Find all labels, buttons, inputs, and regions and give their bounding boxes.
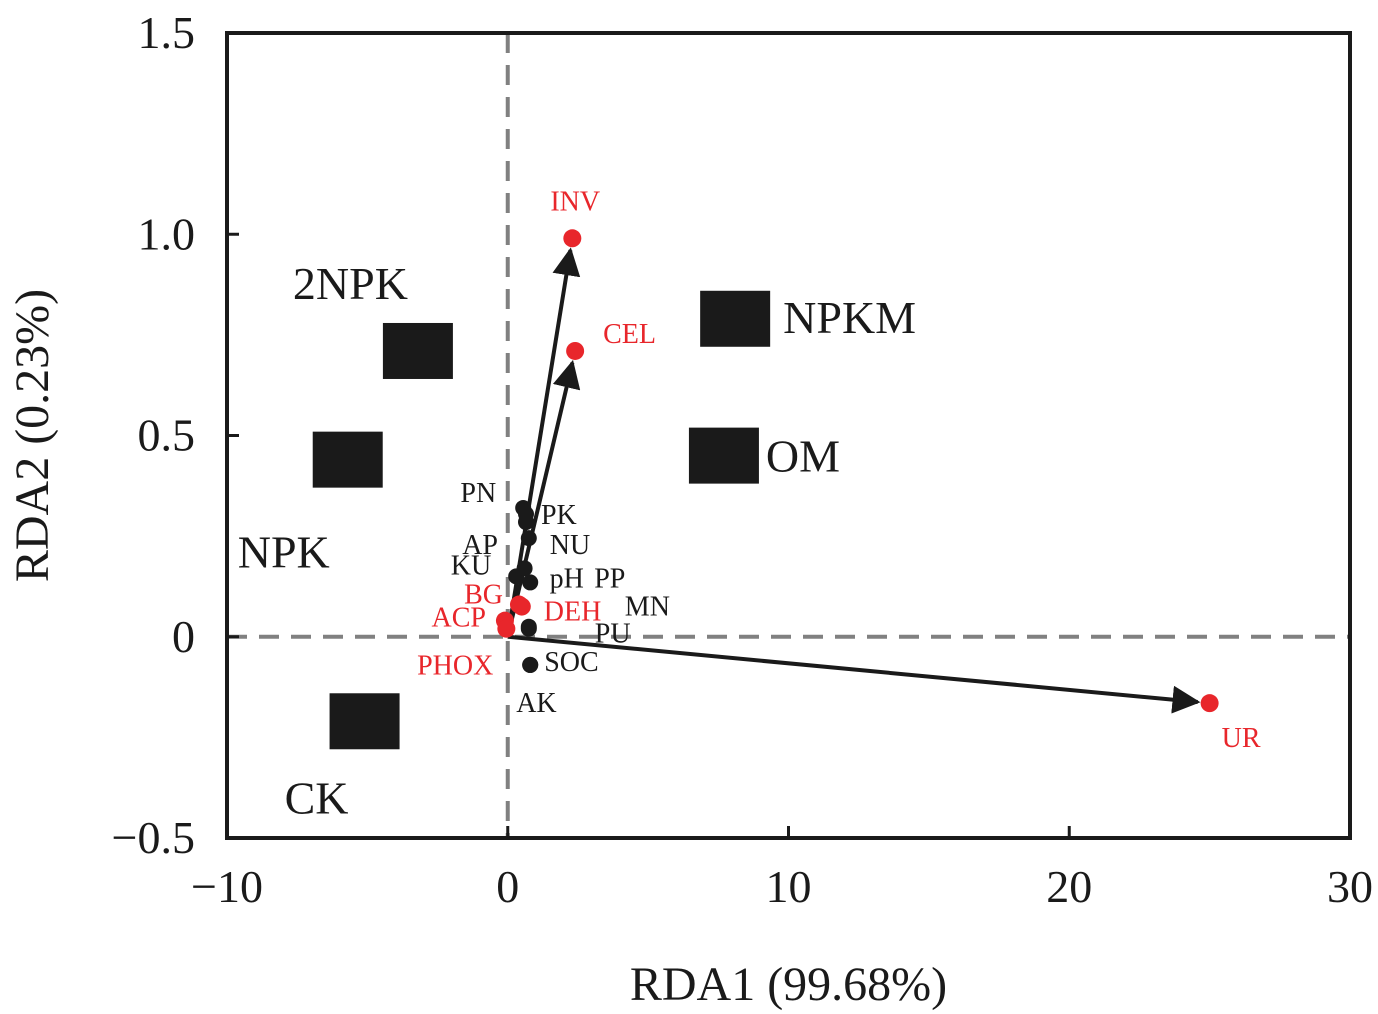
enzyme-label-cel: CEL (603, 319, 656, 350)
enzyme-point-ur (1200, 694, 1219, 713)
treatment-markers (312, 290, 771, 750)
property-point-ap (517, 514, 534, 531)
property-label-pp: PP (594, 563, 625, 594)
axis-ticks: −10 0 10 20 30 −0.5 0 0.5 1.0 1.5 (112, 7, 1373, 912)
reference-lines (227, 33, 1350, 838)
enzyme-label-ur: UR (1222, 723, 1261, 754)
treatment-marker-npk (312, 431, 383, 488)
y-tick-label: 0 (172, 611, 195, 662)
treatment-label-npkm: NPKM (783, 292, 916, 343)
enzyme-point-inv (563, 229, 582, 248)
treatment-label-ck: CK (285, 772, 349, 823)
treatment-labels: 2NPK NPK CK NPKM OM (238, 258, 916, 823)
enzyme-label-bg: BG (464, 580, 503, 611)
property-label-mn: MN (625, 592, 670, 623)
property-point-nu (520, 530, 537, 547)
property-point-ak (522, 656, 539, 673)
enzyme-point-phox (497, 619, 516, 638)
y-axis-title: RDA2 (0.23%) (6, 289, 59, 582)
variable-labels: INV CEL UR BG DEH ACP PHOX PN PK AP NU KU pH PPMNPUSO… (417, 186, 1261, 754)
x-tick-label: 30 (1327, 861, 1373, 912)
treatment-marker-npkm (700, 290, 771, 347)
property-label-pk: PK (541, 500, 577, 531)
property-label-ak: AK (516, 688, 556, 719)
property-label-ph: pH (550, 563, 584, 594)
property-point-pu (520, 620, 537, 637)
enzyme-point-cel (566, 341, 585, 360)
treatment-marker-om (688, 427, 759, 484)
enzyme-label-inv: INV (550, 186, 600, 217)
arrow-cel (505, 359, 581, 638)
enzyme-label-phox: PHOX (417, 651, 493, 682)
property-point-pp (522, 574, 539, 591)
property-label-ap: AP (462, 530, 498, 561)
enzyme-label-deh: DEH (544, 597, 602, 628)
property-label-nu: NU (550, 530, 590, 561)
x-tick-label: 20 (1046, 861, 1092, 912)
x-tick-label: 10 (766, 861, 812, 912)
treatment-label-om: OM (766, 431, 840, 482)
x-tick-label: 0 (496, 861, 519, 912)
treatment-marker-ck (329, 693, 400, 750)
y-tick-label: 1.0 (138, 208, 196, 259)
x-tick-label: −10 (191, 861, 263, 912)
treatment-marker-2npk (382, 322, 453, 379)
variable-points (495, 229, 1219, 713)
enzyme-label-acp: ACP (431, 603, 485, 634)
property-label-pn: PN (460, 478, 496, 509)
x-axis-title: RDA1 (99.68%) (630, 958, 947, 1011)
y-tick-label: 0.5 (138, 410, 196, 461)
property-label-ku: KU (451, 550, 491, 581)
property-point-ph (516, 560, 533, 577)
treatment-label-2npk: 2NPK (293, 258, 408, 309)
arrow-ur (507, 634, 1201, 714)
enzyme-point-deh (512, 597, 531, 616)
property-label-soc: SOC (544, 647, 598, 678)
property-label-pu: PU (595, 619, 631, 650)
y-tick-label: −0.5 (112, 812, 195, 863)
y-tick-label: 1.5 (138, 7, 196, 58)
treatment-label-npk: NPK (238, 527, 330, 578)
